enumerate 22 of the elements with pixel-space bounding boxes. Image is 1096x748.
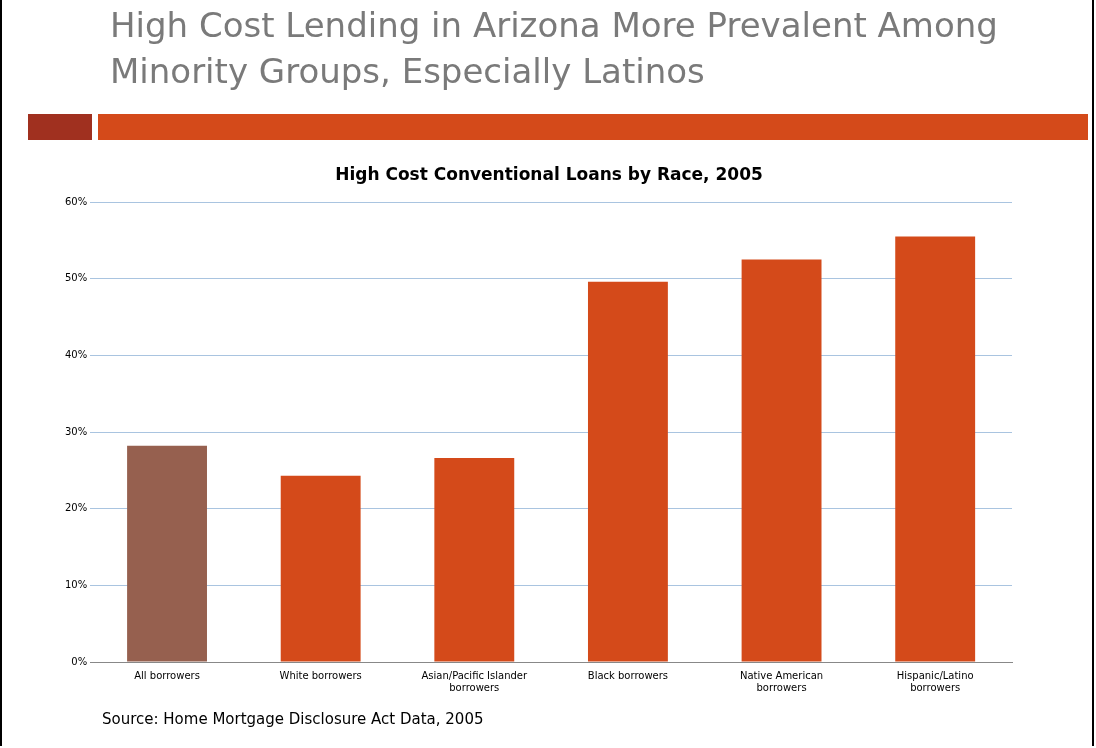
y-tick-label: 30% [64, 425, 88, 437]
y-tick-label: 10% [64, 578, 88, 590]
source-note: Source: Home Mortgage Disclosure Act Data, 2005 [102, 710, 484, 728]
y-tick-label: 0% [71, 655, 88, 667]
bar [280, 475, 361, 662]
chart-subtitle: High Cost Conventional Loans by Race, 2005 [334, 164, 764, 184]
bar [127, 445, 207, 662]
x-tick-label: Hispanic/Latino borrowers [896, 669, 974, 693]
x-tick-label: Native American borrowers [739, 669, 824, 693]
x-tick-label: Asian/Pacific Islander borrowers [421, 669, 529, 693]
bar [434, 458, 515, 662]
x-tick-label: White borrowers [279, 669, 362, 681]
y-tick-label: 50% [64, 272, 88, 284]
bar [741, 259, 822, 662]
y-tick-label: 40% [64, 348, 88, 360]
y-tick-label: 60% [64, 195, 88, 207]
bar [587, 281, 668, 662]
x-tick-label: Black borrowers [587, 669, 669, 681]
y-tick-label: 20% [64, 502, 88, 514]
x-tick-label: All borrowers [134, 669, 200, 681]
bar [895, 236, 976, 662]
chart-title: High Cost Lending in Arizona More Prevalent Among Minority Groups, Especially Latinos [110, 4, 999, 93]
